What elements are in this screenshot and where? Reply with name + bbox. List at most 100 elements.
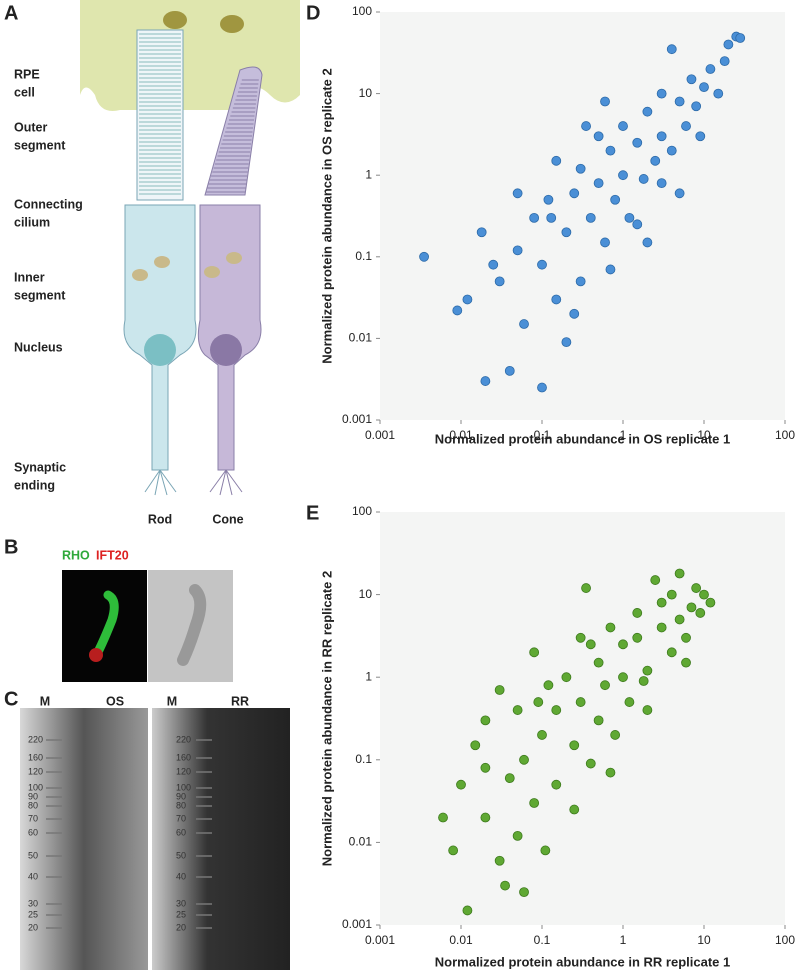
data-point: [569, 188, 580, 199]
data-point: [543, 194, 554, 205]
data-point: [448, 845, 459, 856]
y-tick-label: 0.01: [349, 331, 373, 345]
structure-label: Inner: [14, 270, 45, 284]
data-point: [540, 845, 551, 856]
rpe-nucleus: [220, 15, 244, 33]
marker-label: 100: [176, 782, 191, 792]
x-axis-title: Normalized protein abundance in RR repli…: [435, 954, 730, 969]
mitochondrion: [204, 266, 220, 278]
data-point: [593, 657, 604, 668]
marker-label: 90: [28, 791, 38, 801]
data-point: [585, 758, 596, 769]
data-point: [666, 647, 677, 658]
data-point: [529, 212, 540, 223]
data-point: [681, 632, 691, 643]
data-point: [500, 880, 510, 891]
data-point: [581, 583, 591, 593]
photoreceptor-diagram: [80, 0, 300, 496]
data-point: [462, 905, 473, 916]
data-point: [638, 174, 649, 184]
plot-area: [380, 512, 785, 925]
y-tick-label: 0.1: [355, 249, 372, 263]
x-tick-label: 0.1: [534, 428, 551, 442]
data-point: [705, 597, 716, 608]
marker-label: 70: [176, 813, 186, 823]
stain-label: RHO: [62, 548, 90, 562]
panel-letter: E: [306, 502, 319, 524]
rpe-nucleus: [163, 11, 187, 29]
structure-label: RPE: [14, 67, 40, 81]
data-point: [642, 665, 653, 676]
data-point: [642, 237, 653, 248]
data-point: [561, 672, 572, 683]
data-point: [666, 145, 677, 156]
data-point: [537, 730, 547, 740]
data-point: [610, 194, 621, 205]
structure-label: Synaptic: [14, 460, 66, 474]
data-point: [666, 589, 677, 600]
marker-label: 60: [28, 827, 38, 837]
y-axis-title: Normalized protein abundance in RR repli…: [319, 571, 334, 866]
data-point: [656, 597, 667, 608]
marker-label: 90: [176, 791, 186, 801]
data-point: [632, 632, 643, 643]
x-tick-label: 1: [620, 428, 627, 442]
data-point: [551, 155, 562, 166]
data-point: [529, 798, 540, 808]
x-tick-label: 0.01: [449, 428, 473, 442]
marker-label: 160: [28, 752, 43, 762]
data-point: [551, 705, 562, 715]
cell-label: Rod: [148, 512, 172, 526]
data-point: [650, 575, 661, 585]
data-point: [674, 96, 685, 107]
data-point: [723, 39, 734, 50]
data-point: [488, 259, 499, 270]
data-point: [705, 64, 716, 74]
data-point: [504, 365, 515, 376]
marker-label: 60: [176, 827, 186, 837]
marker-label: 20: [176, 922, 186, 932]
marker-label: 40: [28, 871, 38, 881]
x-tick-label: 0.001: [365, 933, 395, 947]
data-point: [686, 602, 697, 613]
data-point: [575, 163, 586, 174]
data-point: [699, 589, 709, 600]
data-point: [650, 155, 661, 166]
y-tick-label: 100: [352, 4, 372, 18]
y-tick-label: 0.001: [342, 412, 372, 426]
gel-rr: [152, 708, 290, 970]
data-point: [699, 82, 709, 93]
marker-label: 25: [176, 909, 186, 919]
data-point: [618, 672, 628, 683]
data-point: [438, 812, 448, 823]
marker-label: 80: [176, 800, 186, 810]
marker-label: 120: [28, 766, 43, 776]
data-point: [618, 170, 628, 181]
data-point: [569, 308, 580, 319]
y-tick-label: 10: [359, 86, 373, 100]
lane-label: OS: [106, 694, 124, 708]
data-point: [719, 56, 730, 67]
data-point: [519, 319, 529, 329]
data-point: [419, 251, 429, 262]
panel-letter: D: [306, 2, 320, 24]
data-point: [642, 705, 653, 715]
data-point: [674, 614, 685, 625]
data-point: [569, 804, 580, 815]
data-point: [713, 88, 724, 99]
data-point: [585, 212, 596, 223]
data-point: [656, 622, 667, 633]
gel-os: [20, 708, 148, 970]
data-point: [537, 382, 547, 393]
rod-synapse: [144, 469, 177, 496]
data-point: [605, 145, 616, 156]
data-point: [666, 44, 677, 55]
data-point: [519, 754, 529, 765]
x-tick-label: 100: [775, 933, 795, 947]
structure-label: Outer: [14, 120, 47, 134]
data-point: [674, 568, 685, 579]
marker-label: 120: [176, 766, 191, 776]
data-point: [504, 773, 515, 784]
structure-label: cell: [14, 85, 35, 99]
data-point: [462, 294, 473, 305]
